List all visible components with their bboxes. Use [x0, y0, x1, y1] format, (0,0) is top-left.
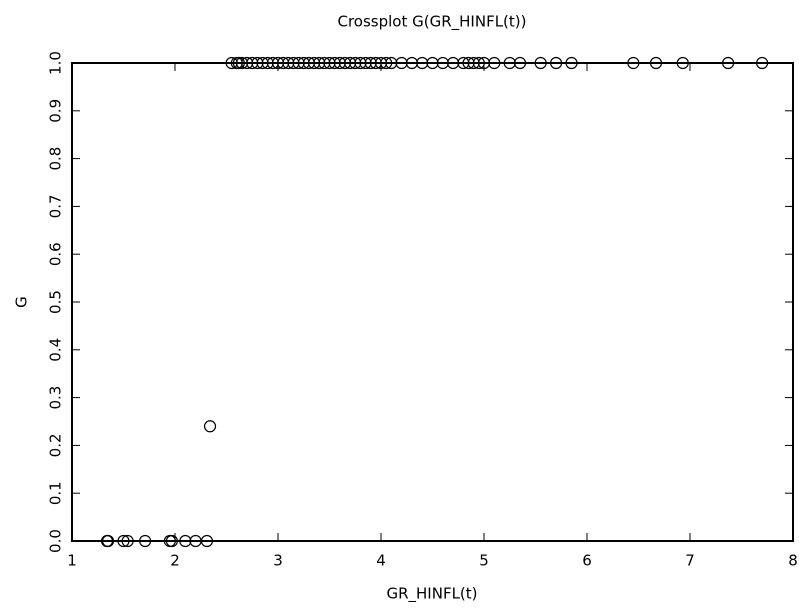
- y-tick-label: 0.8: [47, 147, 65, 171]
- point: [457, 56, 470, 70]
- point: [121, 534, 134, 548]
- point: [369, 56, 382, 70]
- y-tick-label: 0.2: [47, 433, 65, 457]
- point: [232, 56, 245, 70]
- point: [277, 56, 290, 70]
- point: [488, 56, 501, 70]
- point: [565, 56, 578, 70]
- y-tick-label: 0.9: [47, 99, 65, 123]
- point: [436, 56, 449, 70]
- point: [302, 56, 315, 70]
- point: [627, 56, 640, 70]
- point: [395, 56, 408, 70]
- y-tick-label: 1.0: [47, 51, 65, 75]
- point: [447, 56, 460, 70]
- point: [307, 56, 321, 70]
- point: [349, 56, 362, 70]
- point: [472, 56, 485, 70]
- point: [287, 56, 300, 70]
- point: [385, 56, 398, 70]
- y-tick-label: 0.0: [47, 529, 65, 553]
- point: [179, 534, 192, 548]
- x-tick-label: 1: [67, 552, 77, 570]
- point: [380, 56, 393, 70]
- x-tick-label: 8: [788, 552, 798, 570]
- point: [477, 56, 491, 70]
- point: [344, 56, 357, 70]
- point: [649, 56, 663, 70]
- point: [225, 56, 238, 70]
- point: [405, 56, 418, 70]
- point: [364, 56, 377, 70]
- y-tick-label: 0.6: [47, 242, 65, 266]
- point: [200, 534, 214, 548]
- point: [241, 56, 254, 70]
- x-tick-label: 6: [582, 552, 592, 570]
- x-tick-label: 5: [479, 552, 489, 570]
- point: [117, 534, 130, 548]
- point: [235, 56, 249, 70]
- point: [251, 56, 264, 70]
- x-tick-label: 4: [376, 552, 386, 570]
- y-axis-label: G: [13, 296, 31, 308]
- point: [338, 56, 352, 70]
- x-axis-label: GR_HINFL(t): [386, 585, 477, 604]
- point: [416, 56, 429, 70]
- x-tick-label: 3: [273, 552, 283, 570]
- point: [462, 56, 475, 70]
- point: [246, 56, 259, 70]
- point: [549, 56, 563, 70]
- chart-title: Crossplot G(GR_HINFL(t)): [337, 13, 526, 32]
- point: [271, 56, 285, 70]
- point: [534, 56, 547, 70]
- point: [359, 56, 372, 70]
- point: [722, 56, 735, 70]
- y-tick-label: 0.7: [47, 194, 65, 218]
- point: [266, 56, 279, 70]
- point: [354, 56, 367, 70]
- point: [261, 56, 274, 70]
- point: [292, 56, 305, 70]
- point: [755, 56, 769, 70]
- point: [328, 56, 341, 70]
- point: [467, 56, 480, 70]
- point: [323, 56, 336, 70]
- point: [297, 56, 310, 70]
- point: [513, 56, 527, 70]
- y-tick-label: 0.3: [47, 386, 65, 410]
- point: [165, 534, 179, 548]
- point: [333, 56, 346, 70]
- y-tick-label: 0.4: [47, 338, 65, 362]
- point: [374, 56, 388, 70]
- point: [318, 56, 331, 70]
- point: [203, 420, 217, 433]
- point: [139, 534, 152, 548]
- point: [101, 534, 115, 548]
- point: [313, 56, 326, 70]
- point: [426, 56, 439, 70]
- x-tick-label: 2: [170, 552, 180, 570]
- y-tick-label: 0.5: [47, 290, 65, 314]
- x-tick-label: 7: [685, 552, 695, 570]
- y-tick-label: 0.1: [47, 481, 65, 505]
- point: [256, 56, 269, 70]
- plot-frame: [71, 62, 794, 542]
- point: [676, 56, 689, 70]
- point: [282, 56, 295, 70]
- point: [503, 56, 516, 70]
